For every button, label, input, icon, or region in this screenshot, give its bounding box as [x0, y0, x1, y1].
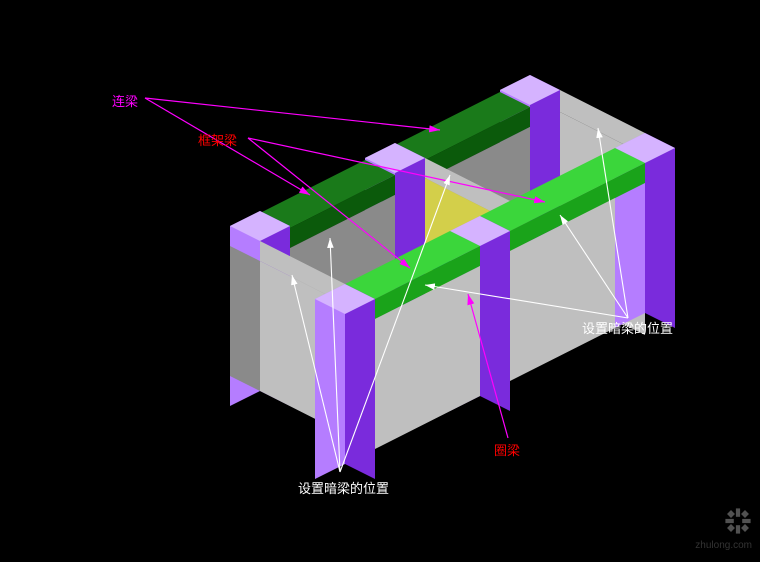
label-lianliang: 连梁 [112, 91, 138, 110]
arrow-lianliang-2 [145, 98, 440, 130]
label-anliang-right: 设置暗梁的位置 [582, 318, 673, 337]
label-anliang-bottom: 设置暗梁的位置 [298, 478, 389, 497]
column-near-left [315, 284, 375, 479]
diagram-stage [0, 0, 760, 557]
label-quanliang: 圈梁 [494, 440, 520, 459]
structure-svg [0, 0, 760, 557]
label-kuangjialiang: 框架梁 [198, 130, 237, 149]
watermark-logo [724, 507, 752, 535]
watermark-text: zhulong.com [695, 540, 752, 551]
